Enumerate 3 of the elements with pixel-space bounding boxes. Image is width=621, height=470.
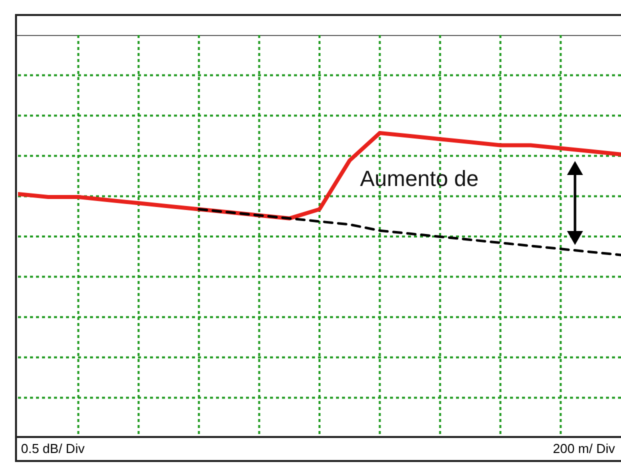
text: 200 m/ Div bbox=[552, 441, 615, 456]
annotation: Aumento de bbox=[360, 166, 479, 192]
text: 0.5 dB/ Div bbox=[21, 441, 85, 456]
